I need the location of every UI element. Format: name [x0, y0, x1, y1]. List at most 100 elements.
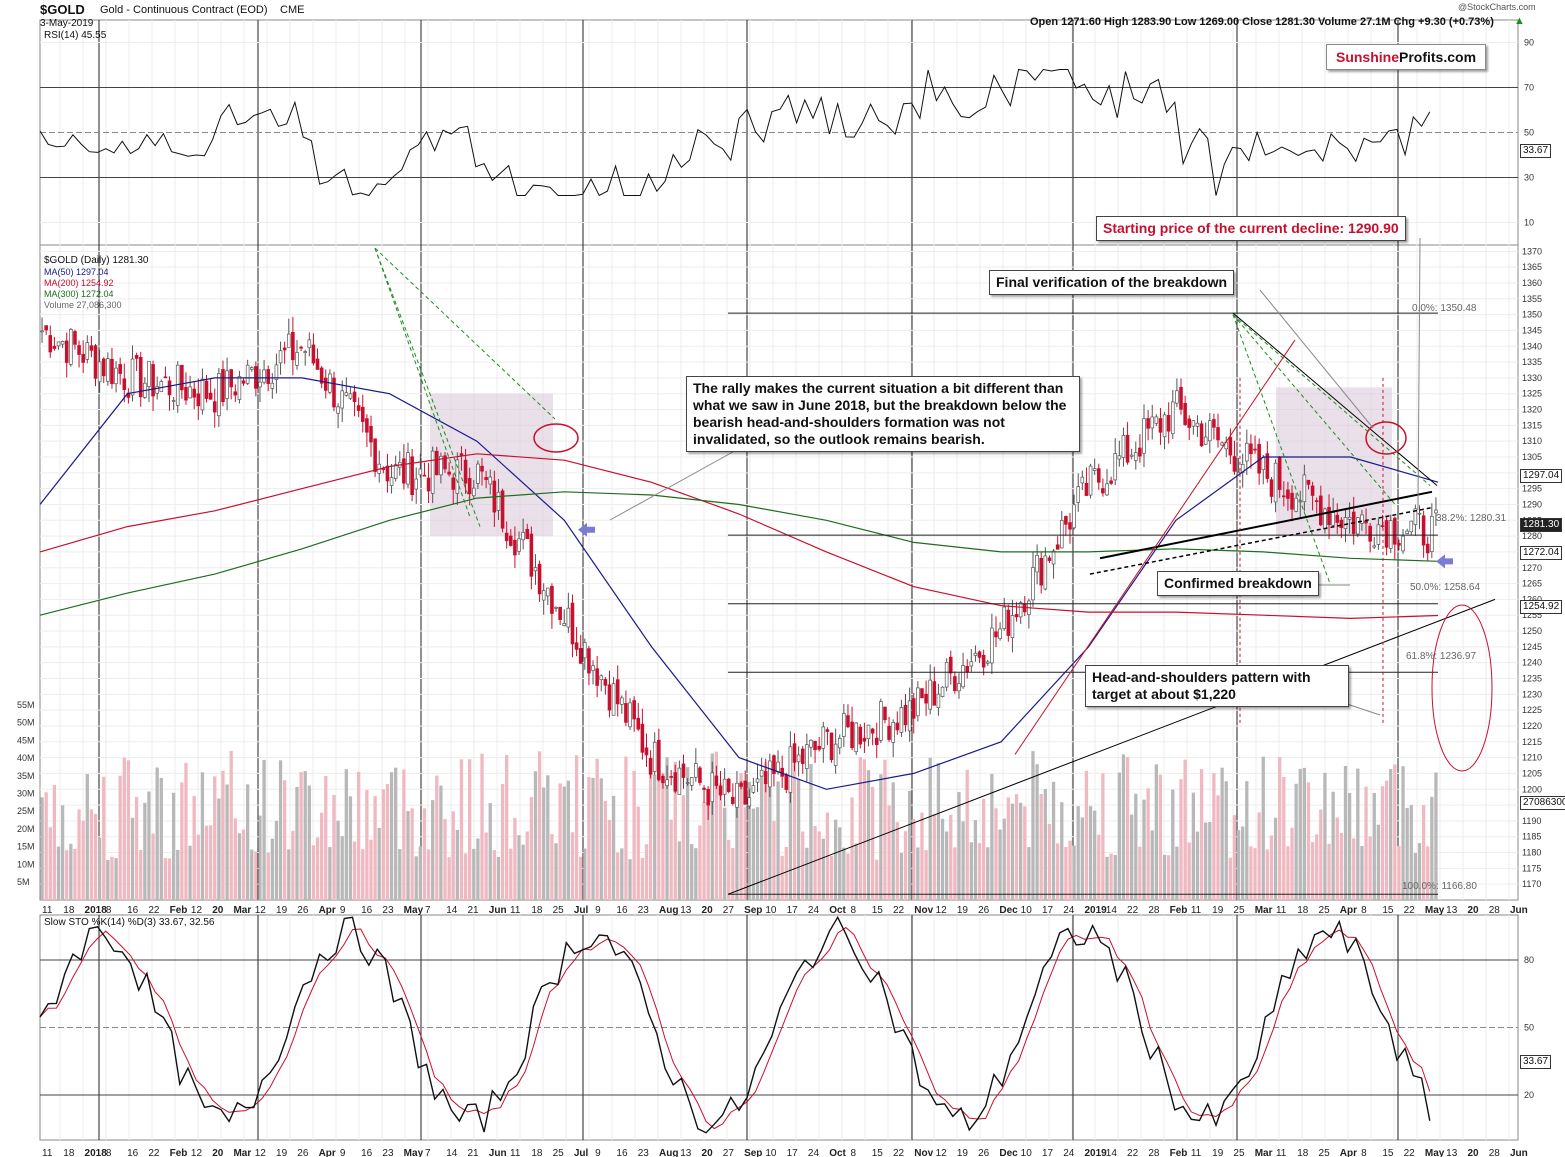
volume-bar [677, 841, 682, 900]
candle-body [64, 340, 69, 363]
volume-bar [1360, 846, 1364, 900]
volume-bar [521, 844, 525, 900]
volume-bar [1146, 788, 1150, 900]
volume-bar [217, 798, 221, 900]
candle-body [217, 373, 221, 417]
volume-tick-label: 40M [17, 753, 35, 763]
candle-body [537, 563, 542, 595]
x-tick-label: 20 [702, 1148, 714, 1157]
volume-bar [1315, 834, 1319, 900]
candle-body [911, 698, 916, 719]
x-tick-label: 9 [340, 905, 346, 916]
ma200-tag: 1254.92 [1520, 600, 1563, 614]
volume-tag: 27086300 [1520, 796, 1565, 810]
stoch-tick-label: 20 [1524, 1090, 1534, 1100]
candle-body [1068, 522, 1072, 530]
candle-body [784, 774, 789, 790]
volume-bar [1002, 818, 1006, 900]
volume-bar [550, 834, 554, 900]
candle-body [850, 721, 854, 749]
x-tick-label: 17 [1042, 1148, 1054, 1157]
price-tick-label: 1220 [1522, 721, 1542, 731]
volume-bar [1068, 840, 1072, 900]
x-tick-label: 16 [361, 1148, 373, 1157]
candle-body [1388, 520, 1393, 549]
candle-body [677, 767, 682, 795]
candle-body [245, 364, 250, 384]
ma300-tag: 1272.04 [1520, 546, 1563, 560]
x-tick-label: 26 [978, 905, 990, 916]
candle-body [1310, 485, 1315, 496]
price-tick-label: 1320 [1522, 405, 1542, 415]
volume-bar [171, 792, 176, 900]
volume-bar [718, 782, 723, 900]
candle-body [118, 364, 122, 374]
volume-bar [796, 779, 801, 900]
volume-bar [196, 834, 200, 900]
candle-body [200, 378, 205, 411]
candle-body [52, 345, 57, 349]
volume-bar [344, 769, 348, 900]
candle-body [48, 335, 53, 353]
volume-bar [245, 784, 250, 900]
volume-bar [52, 785, 57, 900]
x-tick-label: 16 [616, 905, 628, 916]
volume-bar [291, 830, 295, 900]
price-tick-label: 1335 [1522, 357, 1542, 367]
candle-body [89, 345, 94, 351]
rsi-value-tag: 33.67 [1520, 144, 1552, 158]
candle-body [1413, 508, 1418, 525]
candle-body [410, 456, 414, 496]
price-tick-label: 1245 [1522, 642, 1542, 652]
candle-body [1228, 437, 1233, 456]
volume-bar [854, 843, 858, 900]
x-tick-label: 22 [148, 1148, 160, 1157]
volume-bar [681, 795, 686, 900]
candle-body [907, 700, 912, 732]
volume-bar [1302, 767, 1307, 900]
candle-body [1175, 390, 1179, 404]
candle-body [1314, 500, 1319, 502]
x-tick-label: 15 [872, 905, 884, 916]
x-tick-label: Jun [1510, 905, 1528, 916]
candle-body [484, 477, 488, 480]
volume-bar [1097, 834, 1101, 900]
callout-pointer [1259, 289, 1374, 429]
candle-body [1339, 519, 1344, 528]
volume-bar [1051, 781, 1056, 900]
volume-bar [60, 805, 65, 900]
candle-body [1319, 495, 1323, 526]
annotation-rally: The rally makes the current situation a … [686, 376, 1080, 452]
volume-bar [973, 820, 978, 900]
volume-bar [953, 847, 957, 900]
volume-bar [496, 856, 501, 900]
x-tick-label: 28 [1148, 905, 1160, 916]
x-tick-label: Dec [999, 1148, 1018, 1157]
volume-bar [862, 759, 867, 900]
candle-body [916, 687, 920, 717]
price-tick-label: 1235 [1522, 674, 1542, 684]
candle-body [97, 361, 102, 383]
candle-body [1323, 508, 1327, 530]
volume-bar [1372, 793, 1376, 900]
candle-body [817, 745, 821, 750]
volume-bar [1101, 773, 1105, 900]
candle-body [1434, 509, 1438, 514]
volume-bar [949, 814, 953, 900]
volume-bar [167, 858, 172, 900]
volume-bar [439, 785, 443, 900]
volume-bar [562, 786, 566, 900]
candle-body [1277, 457, 1282, 490]
candle-body [418, 468, 423, 476]
x-tick-label: 14 [1106, 1148, 1118, 1157]
candle-body [163, 376, 168, 379]
volume-tick-label: 25M [17, 806, 35, 816]
x-tick-label: 11 [510, 905, 521, 916]
candle-body [389, 477, 394, 486]
volume-bar [879, 774, 883, 900]
volume-bar [1175, 846, 1179, 900]
candle-body [1014, 614, 1019, 618]
candle-body [1356, 517, 1360, 535]
circle-2019 [1365, 421, 1407, 455]
